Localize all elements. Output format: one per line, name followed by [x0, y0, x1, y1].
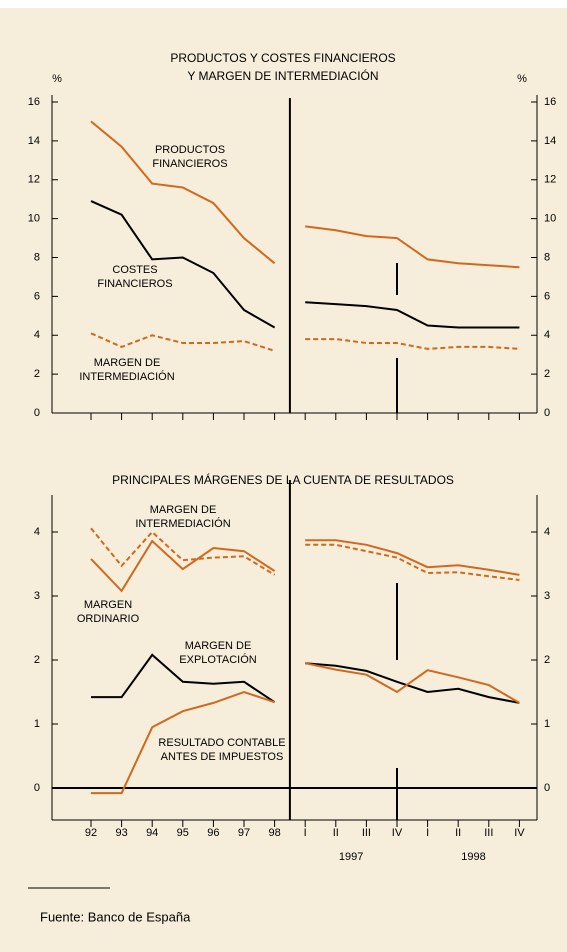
y-tick-label: 8: [34, 251, 40, 263]
x-group-label: 1998: [461, 851, 485, 863]
y-tick-label: 16: [28, 96, 40, 108]
y2-tick-label: 8: [544, 251, 550, 263]
y-axis-label: %: [52, 73, 62, 85]
y-tick-label: 3: [34, 590, 40, 602]
y-tick-label: 12: [28, 174, 40, 186]
x-tick-label: I: [426, 827, 429, 839]
y2-tick-label: 2: [544, 654, 550, 666]
y2-tick-label: 10: [544, 213, 556, 225]
y-tick-label: 0: [34, 782, 40, 794]
series-line: [305, 662, 520, 704]
y2-tick-label: 3: [544, 590, 550, 602]
chart-title: PRINCIPALES MÁRGENES DE LA CUENTA DE RES…: [112, 472, 454, 487]
x-tick-label: 94: [146, 827, 158, 839]
y-tick-label: 10: [28, 213, 40, 225]
series-line: [304, 662, 520, 704]
y2-tick-label: 12: [544, 174, 556, 186]
y-tick-label: 1: [34, 718, 40, 730]
y-tick-label: 4: [34, 329, 40, 341]
y-tick-label: 6: [34, 290, 40, 302]
y2-tick-label: 4: [544, 526, 550, 538]
y-tick-label: 14: [28, 135, 40, 147]
series-label: MARGEN: [84, 599, 132, 611]
series-line: [90, 200, 276, 329]
series-label: FINANCIEROS: [152, 158, 227, 170]
series-line: [305, 539, 520, 576]
series-line: [305, 543, 520, 581]
x-group-label: 1997: [339, 851, 363, 863]
y2-tick-label: 1: [544, 718, 550, 730]
series-line: [305, 225, 520, 269]
x-tick-label: IV: [514, 827, 525, 839]
series-label: FINANCIEROS: [97, 278, 172, 290]
series-line: [90, 539, 276, 593]
x-tick-label: IV: [392, 827, 403, 839]
y2-tick-label: 14: [544, 135, 556, 147]
x-tick-label: II: [333, 827, 339, 839]
series-label: INTERMEDIACIÓN: [135, 517, 230, 530]
x-tick-label: III: [362, 827, 371, 839]
series-line: [90, 120, 276, 265]
x-tick-label: I: [304, 827, 307, 839]
series-label: MARGEN DE: [150, 504, 217, 516]
y2-tick-label: 16: [544, 96, 556, 108]
y2-axis-label: %: [517, 73, 527, 85]
series-label: PRODUCTOS: [155, 144, 225, 156]
x-tick-label: 95: [177, 827, 189, 839]
series-label: ORDINARIO: [77, 613, 140, 625]
x-tick-label: 92: [85, 827, 97, 839]
x-tick-label: III: [484, 827, 493, 839]
series-label: EXPLOTACIÓN: [179, 653, 256, 666]
x-tick-label: 98: [268, 827, 280, 839]
series-line: [305, 301, 520, 329]
background: [0, 8, 567, 952]
y-tick-label: 2: [34, 654, 40, 666]
y2-tick-label: 2: [544, 368, 550, 380]
series-label: MARGEN DE: [94, 357, 161, 369]
series-line: [90, 527, 276, 576]
x-tick-label: 93: [115, 827, 127, 839]
y-tick-label: 0: [34, 407, 40, 419]
chart-title: PRODUCTOS Y COSTES FINANCIEROS: [170, 51, 395, 65]
y2-tick-label: 0: [544, 407, 550, 419]
chart-title: Y MARGEN DE INTERMEDIACIÓN: [187, 68, 378, 83]
series-line: [91, 653, 276, 704]
series-label: INTERMEDIACIÓN: [79, 370, 174, 383]
series-line: [91, 690, 275, 795]
series-label: ANTES DE IMPUESTOS: [161, 751, 284, 763]
series-line: [305, 338, 520, 350]
source-note: Fuente: Banco de España: [40, 909, 191, 924]
x-tick-label: II: [455, 827, 461, 839]
series-label: RESULTADO CONTABLE: [158, 737, 285, 749]
series-label: COSTES: [112, 264, 157, 276]
y2-tick-label: 4: [544, 329, 550, 341]
y-tick-label: 2: [34, 368, 40, 380]
series-label: MARGEN DE: [185, 640, 252, 652]
y-tick-label: 4: [34, 526, 40, 538]
x-tick-label: 96: [207, 827, 219, 839]
series-line: [90, 332, 275, 352]
y2-tick-label: 6: [544, 290, 550, 302]
y2-tick-label: 0: [544, 782, 550, 794]
x-tick-label: 97: [238, 827, 250, 839]
